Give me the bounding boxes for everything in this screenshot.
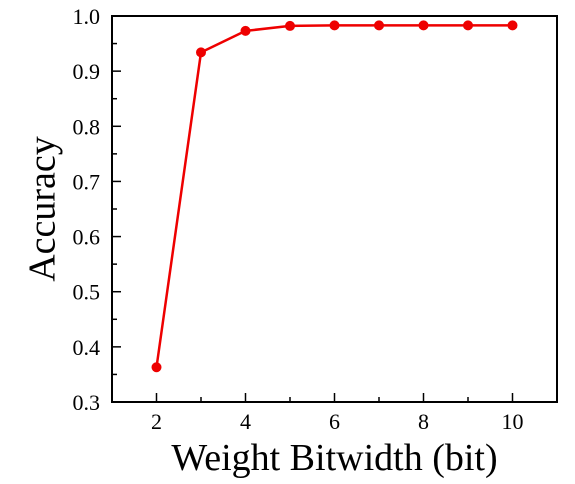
data-point: [196, 47, 206, 58]
data-point: [463, 20, 473, 31]
data-point: [329, 20, 340, 31]
y-tick-label: 0.5: [73, 280, 101, 305]
x-tick-label: 6: [329, 409, 340, 434]
y-tick-label: 0.9: [73, 59, 101, 84]
data-point: [507, 20, 518, 31]
series-line: [155, 24, 513, 368]
data-point: [418, 20, 429, 31]
x-tick-label: 10: [502, 409, 524, 434]
x-tick-label: 2: [151, 409, 162, 434]
plot-area: [111, 15, 558, 403]
tick-labels: 2 4 6 8 10 0.3 0.4 0.5 0.6 0.7 0.8 0.9 1.0: [73, 4, 524, 434]
y-tick-label: 1.0: [73, 4, 101, 29]
data-point: [240, 25, 251, 36]
series-layer: [151, 20, 518, 373]
x-tick-label: 4: [240, 409, 251, 434]
axis-ticks: [112, 15, 514, 403]
x-axis-title: Weight Bitwidth (bit): [171, 437, 497, 479]
data-point: [374, 20, 384, 31]
y-axis-title: Accuracy: [22, 136, 64, 282]
y-tick-label: 0.6: [73, 225, 101, 250]
x-tick-label: 8: [418, 409, 429, 434]
y-tick-label: 0.8: [73, 114, 101, 139]
data-point: [285, 20, 295, 31]
y-tick-label: 0.4: [73, 335, 101, 360]
data-point: [151, 362, 162, 373]
y-tick-label: 0.7: [73, 169, 101, 194]
y-tick-label: 0.3: [73, 390, 101, 415]
